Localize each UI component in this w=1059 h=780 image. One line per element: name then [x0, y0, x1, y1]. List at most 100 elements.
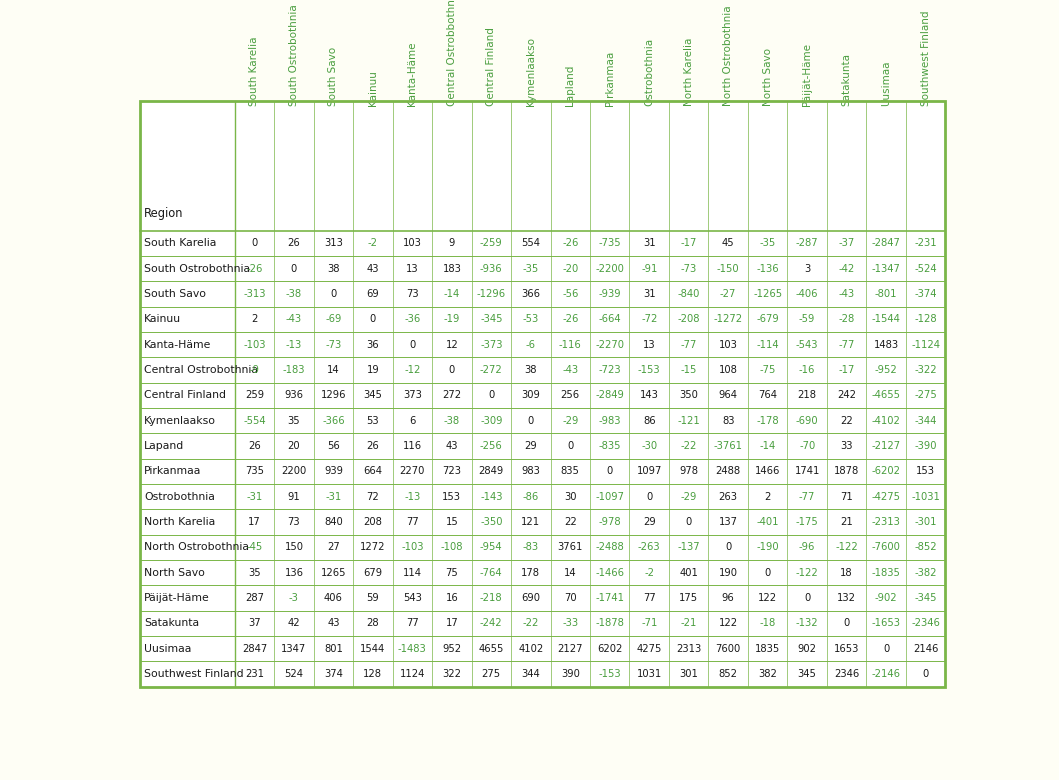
- Text: 345: 345: [363, 390, 382, 400]
- Text: 14: 14: [564, 568, 576, 577]
- Text: 16: 16: [446, 593, 459, 603]
- Text: Region: Region: [144, 207, 183, 220]
- Text: 116: 116: [402, 441, 421, 451]
- Text: 3: 3: [804, 264, 810, 274]
- Text: -350: -350: [480, 517, 503, 527]
- Text: -3: -3: [289, 593, 299, 603]
- Text: South Savo: South Savo: [328, 47, 339, 106]
- Text: -801: -801: [875, 289, 897, 299]
- Text: -939: -939: [598, 289, 621, 299]
- Text: 366: 366: [521, 289, 540, 299]
- Text: 35: 35: [288, 416, 300, 426]
- Text: -13: -13: [405, 491, 420, 502]
- Text: 19: 19: [366, 365, 379, 375]
- Text: 26: 26: [366, 441, 379, 451]
- Text: 73: 73: [406, 289, 418, 299]
- Text: 75: 75: [446, 568, 459, 577]
- Text: 4102: 4102: [518, 644, 543, 654]
- Text: -30: -30: [641, 441, 658, 451]
- Text: -554: -554: [244, 416, 266, 426]
- Text: -4275: -4275: [872, 491, 900, 502]
- Text: -524: -524: [914, 264, 937, 274]
- Text: -190: -190: [756, 542, 779, 552]
- Text: 345: 345: [797, 668, 816, 679]
- Text: -218: -218: [480, 593, 503, 603]
- Text: -28: -28: [839, 314, 855, 324]
- Text: Pirkanmaa: Pirkanmaa: [605, 51, 615, 106]
- Text: 852: 852: [719, 668, 738, 679]
- Text: Central Finland: Central Finland: [144, 390, 226, 400]
- Text: -2127: -2127: [872, 441, 901, 451]
- Text: -301: -301: [914, 517, 937, 527]
- Text: -42: -42: [839, 264, 855, 274]
- Text: -83: -83: [523, 542, 539, 552]
- Text: Uusimaa: Uusimaa: [144, 644, 192, 654]
- Text: -1124: -1124: [911, 339, 940, 349]
- Text: 263: 263: [719, 491, 738, 502]
- Text: 14: 14: [327, 365, 340, 375]
- Text: 70: 70: [564, 593, 576, 603]
- Text: 73: 73: [288, 517, 300, 527]
- Text: 208: 208: [363, 517, 382, 527]
- Text: -70: -70: [800, 441, 815, 451]
- Text: Kainuu: Kainuu: [144, 314, 181, 324]
- Text: 121: 121: [521, 517, 540, 527]
- Text: -309: -309: [480, 416, 503, 426]
- Text: -275: -275: [914, 390, 937, 400]
- Text: -272: -272: [480, 365, 503, 375]
- Text: 0: 0: [646, 491, 652, 502]
- Text: 1347: 1347: [282, 644, 306, 654]
- Text: -136: -136: [756, 264, 779, 274]
- Text: 242: 242: [838, 390, 856, 400]
- Text: 275: 275: [482, 668, 501, 679]
- Text: -77: -77: [798, 491, 815, 502]
- Text: 256: 256: [560, 390, 580, 400]
- Text: -53: -53: [523, 314, 539, 324]
- Text: 13: 13: [643, 339, 656, 349]
- Text: -1347: -1347: [872, 264, 900, 274]
- Text: 344: 344: [521, 668, 540, 679]
- Text: 287: 287: [245, 593, 264, 603]
- Text: -29: -29: [681, 491, 697, 502]
- Text: 2849: 2849: [479, 466, 504, 477]
- Text: -978: -978: [598, 517, 621, 527]
- Text: -344: -344: [914, 416, 937, 426]
- Text: 1124: 1124: [399, 668, 425, 679]
- Text: 0: 0: [568, 441, 573, 451]
- Text: 835: 835: [561, 466, 579, 477]
- Text: 43: 43: [446, 441, 459, 451]
- Text: 43: 43: [327, 619, 340, 628]
- Text: -72: -72: [641, 314, 658, 324]
- Text: 0: 0: [685, 517, 692, 527]
- Text: 0: 0: [291, 264, 297, 274]
- Text: -38: -38: [444, 416, 460, 426]
- Text: 0: 0: [449, 365, 455, 375]
- Text: 132: 132: [838, 593, 856, 603]
- Text: -153: -153: [598, 668, 621, 679]
- Text: 2146: 2146: [913, 644, 938, 654]
- Text: 0: 0: [488, 390, 495, 400]
- Text: -103: -103: [401, 542, 424, 552]
- Text: -18: -18: [759, 619, 776, 628]
- Text: 69: 69: [366, 289, 379, 299]
- Text: 978: 978: [679, 466, 698, 477]
- Text: -259: -259: [480, 239, 503, 248]
- Text: 2270: 2270: [399, 466, 425, 477]
- Text: -96: -96: [798, 542, 815, 552]
- Text: -71: -71: [641, 619, 658, 628]
- Text: Kymenlaakso: Kymenlaakso: [144, 416, 216, 426]
- Text: 679: 679: [363, 568, 382, 577]
- Text: -137: -137: [678, 542, 700, 552]
- Text: -406: -406: [796, 289, 819, 299]
- Text: Lapand: Lapand: [144, 441, 184, 451]
- Text: -21: -21: [681, 619, 697, 628]
- Text: 128: 128: [363, 668, 382, 679]
- Text: -13: -13: [286, 339, 302, 349]
- Text: 153: 153: [443, 491, 462, 502]
- Text: 2847: 2847: [241, 644, 267, 654]
- Text: -43: -43: [562, 365, 578, 375]
- Text: 26: 26: [248, 441, 261, 451]
- Text: -983: -983: [598, 416, 621, 426]
- Text: -840: -840: [678, 289, 700, 299]
- Text: 3761: 3761: [558, 542, 582, 552]
